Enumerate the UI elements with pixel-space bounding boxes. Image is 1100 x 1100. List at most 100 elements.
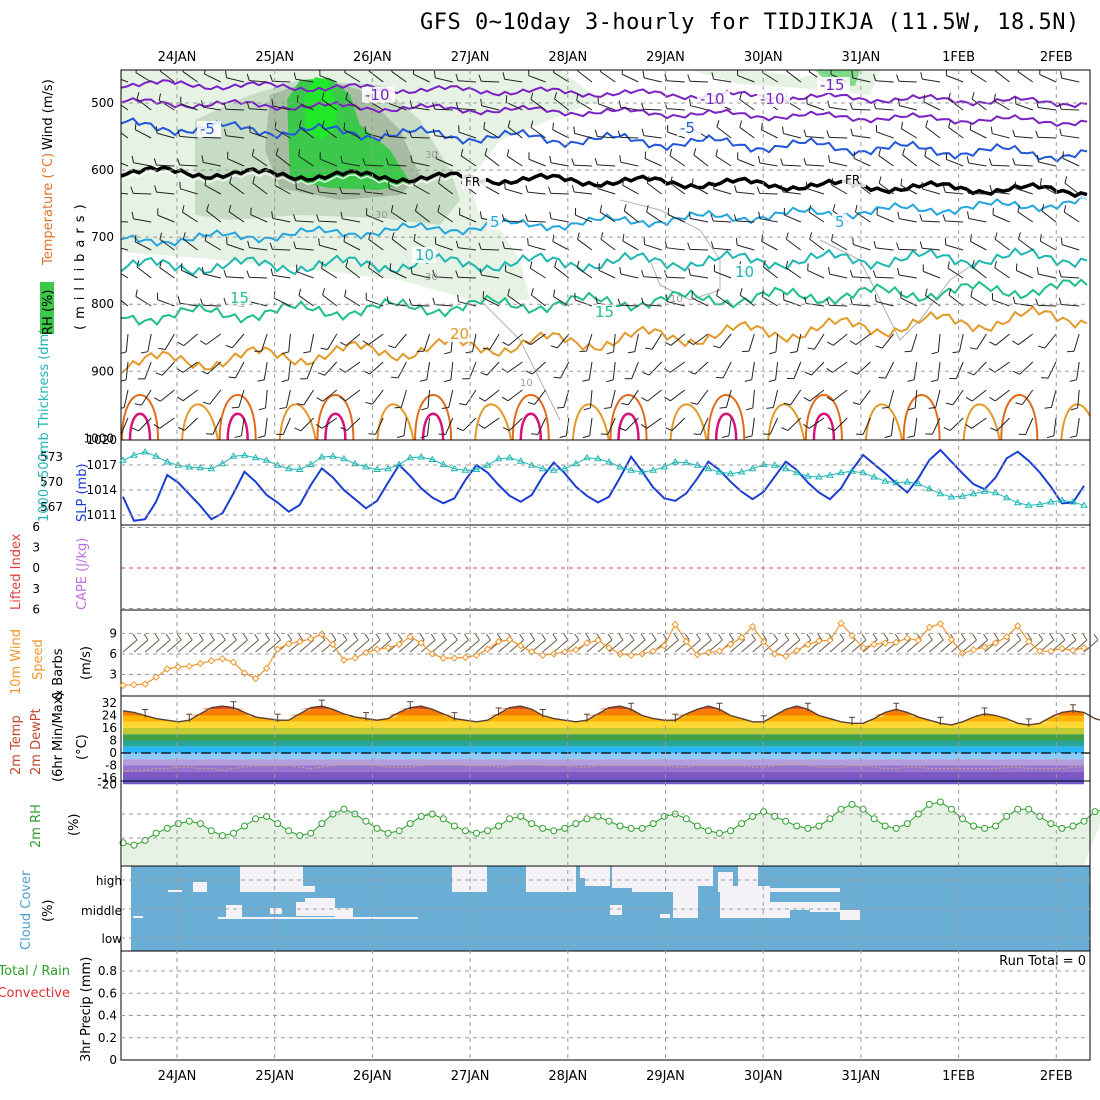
wind-barb — [1017, 71, 1034, 83]
wind-barb-flag — [965, 186, 969, 194]
wind-barb — [435, 77, 453, 83]
rh2m-marker — [384, 829, 392, 837]
wind-barb — [527, 191, 546, 195]
wind-barb-flag — [480, 98, 483, 106]
wind-barb-flag — [1017, 205, 1020, 213]
wind-barb — [696, 389, 709, 405]
precip-tick-label: 0.6 — [98, 986, 117, 1000]
wind-barb-flag — [478, 397, 486, 402]
wind-barb-flag — [852, 402, 860, 405]
wind-barb — [643, 77, 662, 83]
wind-barb — [898, 248, 917, 251]
wind-speed-marker — [229, 658, 238, 666]
wind-barb-flag — [225, 344, 233, 349]
wind-barb — [403, 417, 407, 436]
thickness-marker — [1013, 498, 1022, 506]
wind-speed-marker — [925, 623, 934, 632]
wind-barb — [554, 98, 570, 111]
wind-barb — [368, 333, 384, 345]
wind-barb — [327, 333, 338, 350]
wind-barb — [344, 72, 361, 83]
dewpoint-line — [122, 763, 1084, 773]
gridlines — [121, 70, 1090, 1060]
wind-barb-flag — [432, 128, 436, 136]
wind-barb — [427, 389, 431, 408]
wind-barb-flag — [113, 262, 114, 269]
wind-barb-flag — [478, 424, 485, 429]
wind-barb — [272, 274, 291, 279]
wind-barb — [739, 294, 755, 307]
li-tick-label: 3 — [32, 582, 40, 596]
wind-barb — [1061, 276, 1080, 279]
wind-barb — [306, 361, 315, 379]
wind10m-barb-flag — [265, 633, 270, 641]
isotherm-20-lobe — [669, 403, 708, 440]
wind-barb-flag — [582, 435, 590, 439]
thickness-marker — [119, 456, 127, 463]
date-label-top: 30JAN — [744, 50, 783, 65]
wind-barb-flag — [340, 155, 343, 163]
wind10m-barb — [1006, 639, 1022, 653]
wind-barb-flag — [386, 296, 390, 304]
wind-barb — [156, 132, 175, 139]
wind-barb-flag — [619, 155, 622, 163]
wind-barb — [772, 389, 779, 408]
wind-speed-marker — [1013, 622, 1022, 630]
wind-barb-flag — [687, 74, 691, 82]
wind-barb-flag — [271, 98, 274, 106]
wind-speed-marker — [1025, 637, 1033, 646]
wind-barb — [180, 188, 198, 195]
wind10m-barb-flag — [784, 633, 790, 641]
wind-barb-flag — [1036, 155, 1039, 163]
wind-barb — [134, 241, 152, 251]
wind-barb — [856, 361, 871, 375]
convective-label: Convective — [0, 986, 70, 1001]
wind10m-barb — [895, 639, 911, 653]
wind-barb — [716, 126, 732, 139]
wind-speed-marker — [870, 640, 878, 649]
dewpoint2m-label: 2m DewPt — [29, 708, 44, 775]
wind-barb — [489, 333, 500, 350]
thickness-marker — [417, 453, 426, 460]
wind-barb — [553, 72, 570, 83]
wind-barb — [970, 241, 987, 251]
isotherm-20-lobe — [181, 403, 219, 440]
wind-speed-marker — [991, 639, 1000, 647]
wind-barb — [322, 389, 338, 402]
thickness-marker — [152, 452, 160, 459]
pressure-tick-label: 500 — [91, 96, 114, 110]
wind10m-barb-flag — [364, 633, 370, 641]
wind-speed-marker — [770, 650, 779, 658]
wind-barb — [182, 361, 198, 373]
wind-barb-flag — [989, 396, 996, 402]
wind-barb — [303, 389, 315, 406]
wind-barb — [272, 80, 291, 83]
wind-barb — [625, 417, 639, 431]
wind-barb-flag — [907, 435, 915, 438]
thickness-marker — [936, 489, 945, 497]
wind-barb-flag — [553, 70, 555, 73]
thickness-marker — [295, 465, 304, 472]
wind-speed-marker — [329, 640, 337, 649]
wind-barb-flag — [664, 73, 668, 81]
wind10m-barb — [1061, 639, 1077, 653]
wind-barb-flag — [942, 185, 946, 193]
li-tick-label: 6 — [32, 602, 40, 616]
wind-barb — [689, 248, 709, 251]
thickness-marker — [792, 468, 801, 476]
wind-barb-flag — [619, 267, 622, 275]
wind-barb — [694, 361, 709, 375]
wind-barb — [949, 417, 964, 431]
temp-band — [123, 709, 1084, 716]
wind10m-barb-flag — [1093, 633, 1099, 641]
wind-barb — [1037, 136, 1057, 139]
cloud-gap — [335, 908, 353, 918]
rh2m-marker — [749, 812, 757, 820]
wind-barb — [212, 417, 222, 435]
wind10m-barb — [1083, 639, 1099, 653]
date-label-bottom: 26JAN — [353, 1069, 392, 1084]
wind-barb — [346, 417, 361, 431]
wind-barb-flag — [571, 158, 575, 166]
wind-speed-marker — [262, 664, 271, 673]
thickness-marker — [848, 467, 856, 474]
